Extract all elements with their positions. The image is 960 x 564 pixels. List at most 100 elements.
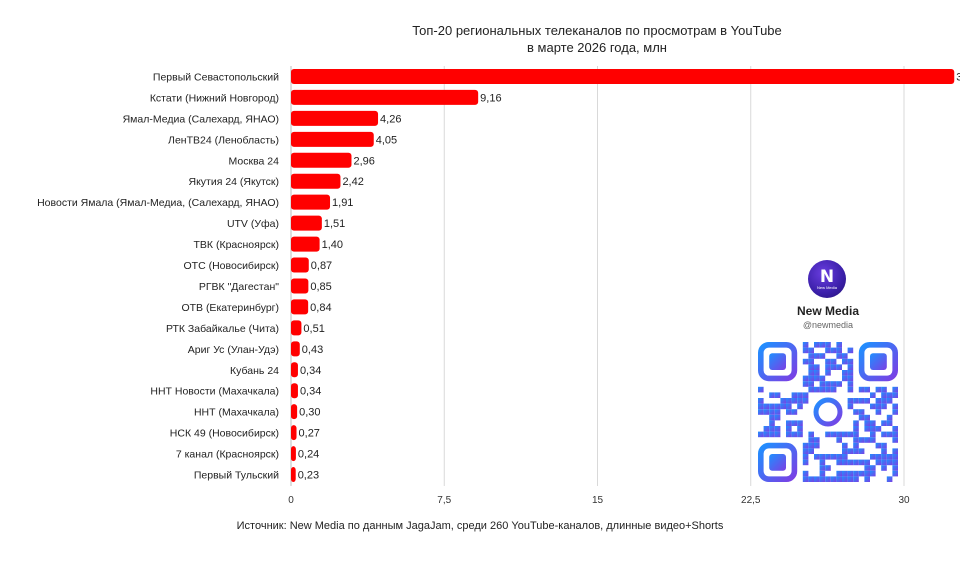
qr-module — [864, 459, 870, 466]
qr-module — [864, 426, 870, 432]
qr-module — [858, 448, 865, 454]
qr-module — [836, 437, 842, 443]
qr-module — [875, 403, 882, 410]
qr-module — [858, 459, 865, 466]
qr-module — [802, 442, 809, 449]
qr-module — [797, 403, 803, 410]
qr-module — [802, 459, 809, 466]
qr-module — [853, 409, 859, 415]
qr-module — [870, 465, 876, 471]
qr-module — [870, 403, 876, 410]
qr-module — [847, 470, 854, 477]
category-label: ОТС (Новосибирск) — [184, 260, 279, 272]
qr-module — [814, 375, 820, 382]
qr-module — [802, 448, 809, 454]
value-label: 4,26 — [380, 113, 401, 125]
qr-module — [886, 392, 893, 398]
value-label: 0,30 — [299, 407, 320, 419]
qr-module — [808, 364, 814, 370]
category-label: ННТ (Махачкала) — [194, 407, 279, 419]
qr-module — [853, 476, 859, 482]
qr-module — [802, 476, 809, 482]
value-label: 4,05 — [376, 134, 397, 146]
chart-title-line1: Топ-20 региональных телеканалов по просм… — [412, 23, 782, 38]
qr-module — [808, 353, 814, 359]
qr-module — [853, 459, 859, 466]
qr-module — [881, 392, 887, 398]
bar — [291, 278, 309, 294]
category-label: Якутия 24 (Якутск) — [189, 176, 280, 188]
qr-finder-inner — [769, 353, 786, 370]
qr-module — [819, 353, 826, 359]
qr-module — [870, 431, 876, 438]
bar — [291, 425, 297, 441]
qr-module — [769, 409, 775, 415]
category-label: Кстати (Нижний Новгород) — [150, 92, 279, 104]
qr-module — [842, 459, 848, 466]
qr-module — [830, 386, 837, 393]
qr-module — [774, 414, 781, 421]
qr-module — [842, 442, 848, 449]
qr-module — [786, 420, 792, 426]
qr-module — [842, 454, 848, 460]
value-label: 0,24 — [298, 449, 319, 461]
qr-module — [825, 454, 831, 460]
qr-module — [808, 476, 814, 482]
qr-module — [847, 448, 854, 454]
qr-module — [780, 403, 786, 410]
qr-module — [769, 414, 775, 421]
qr-module — [870, 437, 876, 443]
qr-module — [825, 358, 831, 365]
qr-center-logo — [813, 397, 843, 427]
qr-module — [808, 375, 814, 382]
qr-module — [780, 398, 786, 404]
qr-module — [825, 465, 831, 471]
bar — [291, 257, 309, 273]
qr-module — [786, 431, 792, 438]
qr-module — [847, 476, 854, 482]
x-tick-label: 22,5 — [741, 495, 761, 506]
qr-module — [875, 459, 882, 466]
qr-module — [819, 470, 826, 477]
qr-finder-outer — [858, 342, 898, 382]
qr-module — [875, 442, 882, 449]
value-label: 0,34 — [300, 365, 321, 377]
qr-module — [881, 398, 887, 404]
bar — [291, 341, 300, 357]
qr-module — [808, 386, 814, 393]
qr-module — [797, 426, 803, 432]
value-label: 2,42 — [342, 176, 363, 188]
qr-module — [808, 347, 814, 354]
qr-module — [892, 454, 898, 460]
qr-module — [758, 403, 764, 410]
brand-card: N New Media New Media @newmedia — [755, 258, 901, 484]
value-label: 0,84 — [310, 302, 331, 314]
brand-logo-letter: N — [819, 266, 835, 287]
qr-module — [763, 431, 770, 438]
qr-module — [858, 409, 865, 415]
qr-module — [847, 403, 854, 410]
qr-module — [830, 476, 837, 482]
qr-module — [814, 364, 820, 370]
qr-module — [758, 398, 764, 404]
category-label: Новости Ямала (Ямал-Медиа, (Салехард, ЯН… — [37, 197, 279, 209]
brand-logo-sub: New Media — [816, 284, 837, 290]
qr-module — [842, 353, 848, 359]
qr-module — [870, 392, 876, 398]
qr-module — [864, 437, 870, 443]
qr-module — [886, 414, 893, 421]
value-label: 32,46 — [956, 71, 960, 83]
x-tick-label: 7,5 — [437, 495, 451, 506]
qr-module — [847, 459, 854, 466]
brand-name: New Media — [796, 304, 859, 318]
value-label: 2,96 — [353, 155, 374, 167]
qr-module — [758, 386, 764, 393]
qr-module — [864, 470, 870, 477]
x-tick-label: 15 — [592, 495, 604, 506]
qr-module — [825, 431, 831, 438]
qr-module — [814, 454, 820, 460]
qr-module — [886, 398, 893, 404]
qr-module — [819, 381, 826, 387]
qr-module — [836, 353, 842, 359]
